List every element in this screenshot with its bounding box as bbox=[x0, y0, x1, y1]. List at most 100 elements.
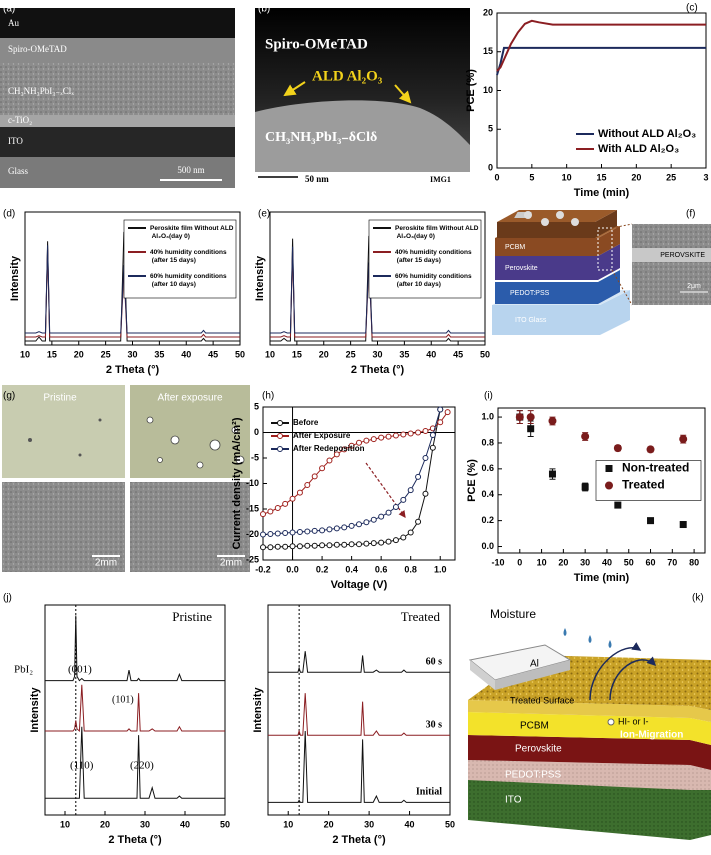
x-tick-label: 1.0 bbox=[434, 564, 447, 574]
x-tick-label: 40 bbox=[181, 349, 191, 359]
layer-label: PEDOT:PSS bbox=[510, 290, 550, 297]
data-point bbox=[342, 525, 347, 530]
data-point bbox=[364, 541, 369, 546]
image-id: IMG1 bbox=[430, 175, 451, 184]
data-point bbox=[320, 466, 325, 471]
x-tick-label: 20 bbox=[100, 819, 110, 829]
annotation: Pristine bbox=[172, 609, 212, 624]
annotation: Treated bbox=[401, 609, 441, 624]
layer-label: ITO bbox=[505, 795, 522, 806]
data-point bbox=[364, 520, 369, 525]
layer-label: Spiro-OMeTAD bbox=[8, 44, 67, 54]
data-point bbox=[268, 509, 273, 514]
data-point bbox=[349, 542, 354, 547]
panel-label: (k) bbox=[692, 593, 704, 604]
x-tick-label: 45 bbox=[208, 349, 218, 359]
data-point bbox=[386, 510, 391, 515]
legend-marker bbox=[278, 434, 283, 439]
data-point bbox=[393, 538, 398, 543]
layer-label: Al bbox=[530, 659, 539, 670]
data-point bbox=[582, 433, 589, 440]
legend-marker bbox=[606, 482, 613, 489]
data-point bbox=[371, 517, 376, 522]
data-point bbox=[379, 514, 384, 519]
x-axis-label: Time (min) bbox=[574, 572, 630, 584]
data-point bbox=[438, 420, 443, 425]
layer-label: PCBM bbox=[520, 721, 549, 732]
data-point bbox=[648, 518, 654, 524]
y-axis-label: PCE (%) bbox=[465, 69, 477, 112]
panel-g-images: Pristine After exposure 2mm 2mm bbox=[2, 385, 250, 572]
data-point bbox=[327, 458, 332, 463]
x-tick-label: 15 bbox=[292, 349, 302, 359]
panel-f-diagram: PCBM Perovskite PEDOT:PSS ITO Glass PERO… bbox=[492, 210, 711, 335]
x-tick-label: 0.0 bbox=[286, 564, 299, 574]
y-tick-label: 1.0 bbox=[481, 411, 494, 421]
y-tick-label: 5 bbox=[254, 401, 259, 411]
panel-label: (c) bbox=[686, 3, 698, 14]
y-axis-label: Intensity bbox=[252, 687, 264, 733]
data-point bbox=[528, 426, 534, 432]
data-point bbox=[312, 528, 317, 533]
legend-label: Without ALD Al₂O₃ bbox=[598, 128, 696, 140]
data-point bbox=[371, 437, 376, 442]
data-point bbox=[408, 530, 413, 535]
scale-bar-label: 500 nm bbox=[177, 165, 204, 175]
panel-label: (a) bbox=[3, 4, 15, 15]
x-tick-label: 30 bbox=[372, 349, 382, 359]
y-axis-label: Intensity bbox=[254, 255, 266, 301]
x-tick-label: 15 bbox=[596, 172, 606, 182]
panel-b-image: Spiro-OMeTAD ALD Al₂O₃ CH₃NH₃PbI₃₋δClδ 5… bbox=[255, 8, 470, 188]
layer-label: Perovskite bbox=[515, 744, 562, 755]
y-tick-label: 0.6 bbox=[481, 463, 494, 473]
data-point bbox=[334, 542, 339, 547]
x-tick-label: 3 bbox=[703, 172, 708, 182]
x-tick-label: 20 bbox=[324, 819, 334, 829]
data-point bbox=[290, 496, 295, 501]
x-axis-label: Time (min) bbox=[574, 187, 630, 199]
x-tick-label: 10 bbox=[265, 349, 275, 359]
x-tick-label: 0 bbox=[494, 172, 499, 182]
layer-label: PCBM bbox=[505, 244, 525, 251]
data-point bbox=[549, 417, 556, 424]
x-tick-label: 45 bbox=[453, 349, 463, 359]
x-tick-label: 0.2 bbox=[316, 564, 329, 574]
image-label: After exposure bbox=[157, 393, 222, 404]
x-tick-label: 20 bbox=[74, 349, 84, 359]
x-tick-label: 10 bbox=[60, 819, 70, 829]
x-tick-label: 0.6 bbox=[375, 564, 388, 574]
panel-label: (f) bbox=[686, 209, 695, 220]
y-tick-label: 0.0 bbox=[481, 541, 494, 551]
scale-bar-label: 2mm bbox=[220, 558, 242, 569]
legend-marker bbox=[278, 447, 283, 452]
data-point bbox=[290, 544, 295, 549]
data-point bbox=[430, 445, 435, 450]
panel-label: (g) bbox=[3, 391, 15, 402]
y-axis-label: Intensity bbox=[29, 687, 41, 733]
data-point bbox=[680, 522, 686, 528]
annotation: (001) bbox=[68, 664, 92, 676]
data-point bbox=[261, 512, 266, 517]
data-point bbox=[327, 527, 332, 532]
layer-label: Treated Surface bbox=[510, 695, 574, 705]
data-point bbox=[582, 484, 588, 490]
x-tick-label: 40 bbox=[426, 349, 436, 359]
y-tick-label: -25 bbox=[246, 554, 259, 564]
x-axis-label: 2 Theta (°) bbox=[351, 364, 405, 376]
data-point bbox=[614, 445, 621, 452]
annotation: (110) bbox=[70, 760, 94, 772]
data-point bbox=[305, 543, 310, 548]
panel-label: (j) bbox=[3, 593, 12, 604]
x-tick-label: 80 bbox=[689, 557, 699, 567]
arrow bbox=[366, 463, 405, 517]
y-tick-label: -15 bbox=[246, 503, 259, 513]
data-point bbox=[401, 535, 406, 540]
data-point bbox=[283, 530, 288, 535]
x-tick-label: 0.8 bbox=[404, 564, 417, 574]
data-point bbox=[416, 474, 421, 479]
data-point bbox=[401, 497, 406, 502]
layer-label: c-TiO₂ bbox=[8, 115, 32, 125]
x-tick-label: 15 bbox=[47, 349, 57, 359]
series-line bbox=[497, 21, 706, 71]
y-tick-label: 0.2 bbox=[481, 515, 494, 525]
